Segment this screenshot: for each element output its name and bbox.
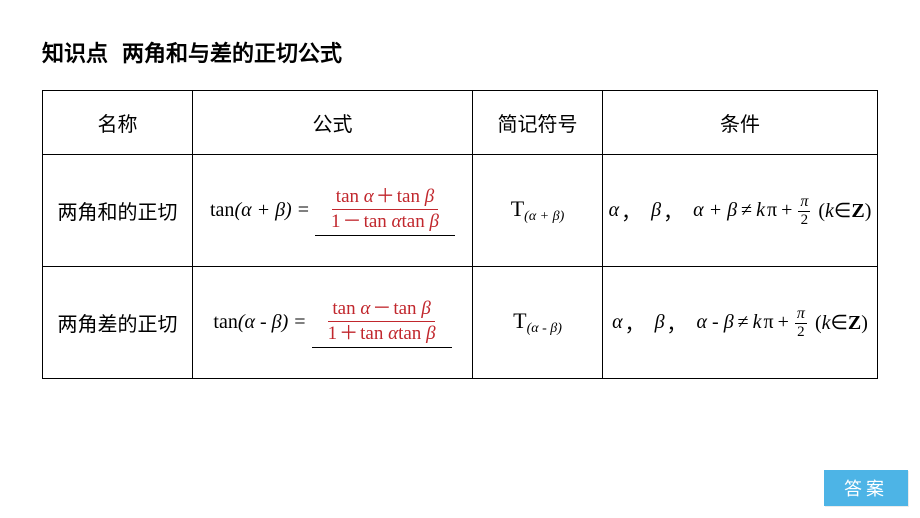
- short-symbol: T(α + β): [511, 196, 565, 221]
- tan-expression: tan(α - β) = tan α－tan β 1＋tan αtan β: [193, 267, 472, 378]
- lhs: tan(α - β): [213, 311, 288, 334]
- col-cond: 条件: [603, 91, 878, 155]
- fraction-numerator: tan α＋tan β: [332, 185, 438, 210]
- answer-button[interactable]: 答案: [824, 470, 908, 506]
- pi-over-2: π2: [795, 306, 807, 340]
- col-formula: 公式: [193, 91, 473, 155]
- page-title: 知识点两角和与差的正切公式: [42, 36, 878, 68]
- table-header-row: 名称 公式 简记符号 条件: [43, 91, 878, 155]
- cell-name: 两角差的正切: [43, 267, 193, 379]
- table-row: 两角差的正切 tan(α - β) = tan α－tan β 1＋tan αt…: [43, 267, 878, 379]
- equals-sign: =: [298, 199, 309, 222]
- cell-condition: α， β， α - β≠kπ+ π2 (k∈Z): [603, 267, 878, 379]
- cell-condition: α， β， α + β≠kπ+ π2 (k∈Z): [603, 155, 878, 267]
- fraction-denominator: 1＋tan αtan β: [324, 322, 440, 346]
- condition-expression: α， β， α + β≠kπ+ π2 (k∈Z): [603, 155, 877, 266]
- col-symbol: 简记符号: [473, 91, 603, 155]
- title-text: 两角和与差的正切公式: [122, 41, 342, 66]
- equals-sign: =: [294, 311, 305, 334]
- table-row: 两角和的正切 tan(α + β) = tan α＋tan β 1－tan αt…: [43, 155, 878, 267]
- formula-table: 名称 公式 简记符号 条件 两角和的正切 tan(α + β) = tan α＋…: [42, 90, 878, 379]
- answer-blank: tan α－tan β 1＋tan αtan β: [312, 297, 452, 348]
- fraction-denominator: 1－tan αtan β: [327, 210, 443, 234]
- lhs: tan(α + β): [210, 199, 292, 222]
- answer-blank: tan α＋tan β 1－tan αtan β: [315, 185, 455, 236]
- col-name: 名称: [43, 91, 193, 155]
- fraction-numerator: tan α－tan β: [328, 297, 434, 322]
- short-symbol: T(α - β): [513, 308, 562, 333]
- tan-expression: tan(α + β) = tan α＋tan β 1－tan αtan β: [193, 155, 472, 266]
- cell-symbol: T(α - β): [473, 267, 603, 379]
- cell-formula: tan(α - β) = tan α－tan β 1＋tan αtan β: [193, 267, 473, 379]
- slide-root: 知识点两角和与差的正切公式 名称 公式 简记符号 条件 两角和的正切 tan(α…: [0, 0, 920, 518]
- condition-expression: α， β， α - β≠kπ+ π2 (k∈Z): [603, 267, 877, 378]
- title-prefix: 知识点: [42, 41, 108, 66]
- pi-over-2: π2: [798, 194, 810, 228]
- cell-formula: tan(α + β) = tan α＋tan β 1－tan αtan β: [193, 155, 473, 267]
- cell-name: 两角和的正切: [43, 155, 193, 267]
- cell-symbol: T(α + β): [473, 155, 603, 267]
